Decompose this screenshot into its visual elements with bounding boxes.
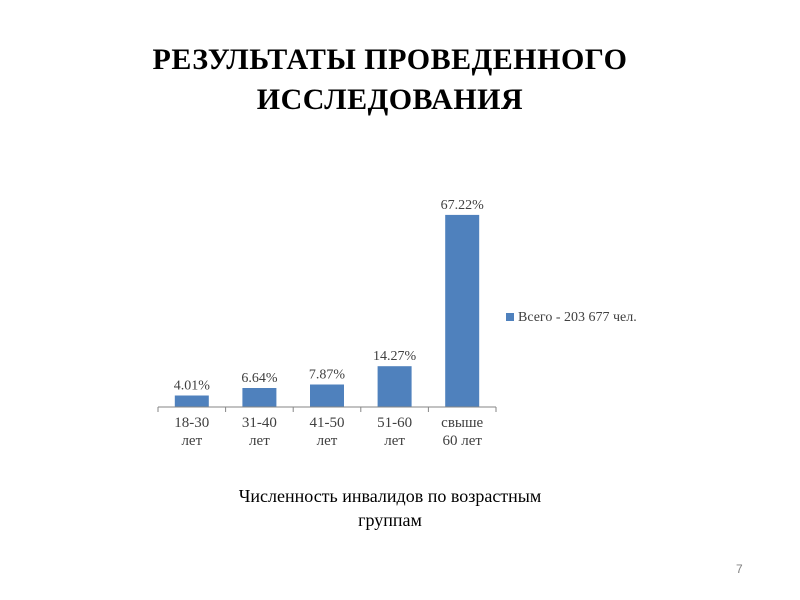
- x-tick-label: свыше: [441, 415, 483, 431]
- x-tick-label: лет: [249, 433, 270, 449]
- x-tick-label: лет: [384, 433, 405, 449]
- bar: [445, 214, 480, 407]
- x-tick-label: 51-60: [377, 415, 412, 431]
- legend-label: Всего - 203 677 чел.: [518, 310, 637, 325]
- x-tick-label: лет: [317, 433, 338, 449]
- x-tick-label: лет: [181, 433, 202, 449]
- slide-title: РЕЗУЛЬТАТЫ ПРОВЕДЕННОГО ИССЛЕДОВАНИЯ: [0, 40, 780, 120]
- x-tick-label: 18-30: [174, 415, 209, 431]
- x-tick-label: 41-50: [310, 415, 345, 431]
- x-tick-label: 31-40: [242, 415, 277, 431]
- bar: [242, 388, 277, 407]
- page-number: 7: [736, 562, 743, 576]
- data-label: 7.87%: [309, 368, 346, 383]
- data-label: 6.64%: [241, 371, 278, 386]
- data-label: 4.01%: [174, 379, 211, 394]
- chart-caption-line-2: группам: [358, 510, 422, 530]
- x-tick-label: 60 лет: [442, 433, 482, 449]
- bar: [310, 384, 344, 407]
- bar: [174, 395, 209, 407]
- chart-caption-line-1: Численность инвалидов по возрастным: [238, 486, 542, 506]
- chart-caption: Численность инвалидов по возрастным груп…: [180, 484, 600, 532]
- bar: [377, 366, 412, 407]
- slide-title-line-1: РЕЗУЛЬТАТЫ ПРОВЕДЕННОГО: [152, 43, 628, 76]
- slide-title-line-2: ИССЛЕДОВАНИЯ: [256, 83, 524, 116]
- data-label: 67.22%: [441, 198, 485, 213]
- legend-swatch: [506, 313, 514, 321]
- data-label: 14.27%: [373, 349, 417, 364]
